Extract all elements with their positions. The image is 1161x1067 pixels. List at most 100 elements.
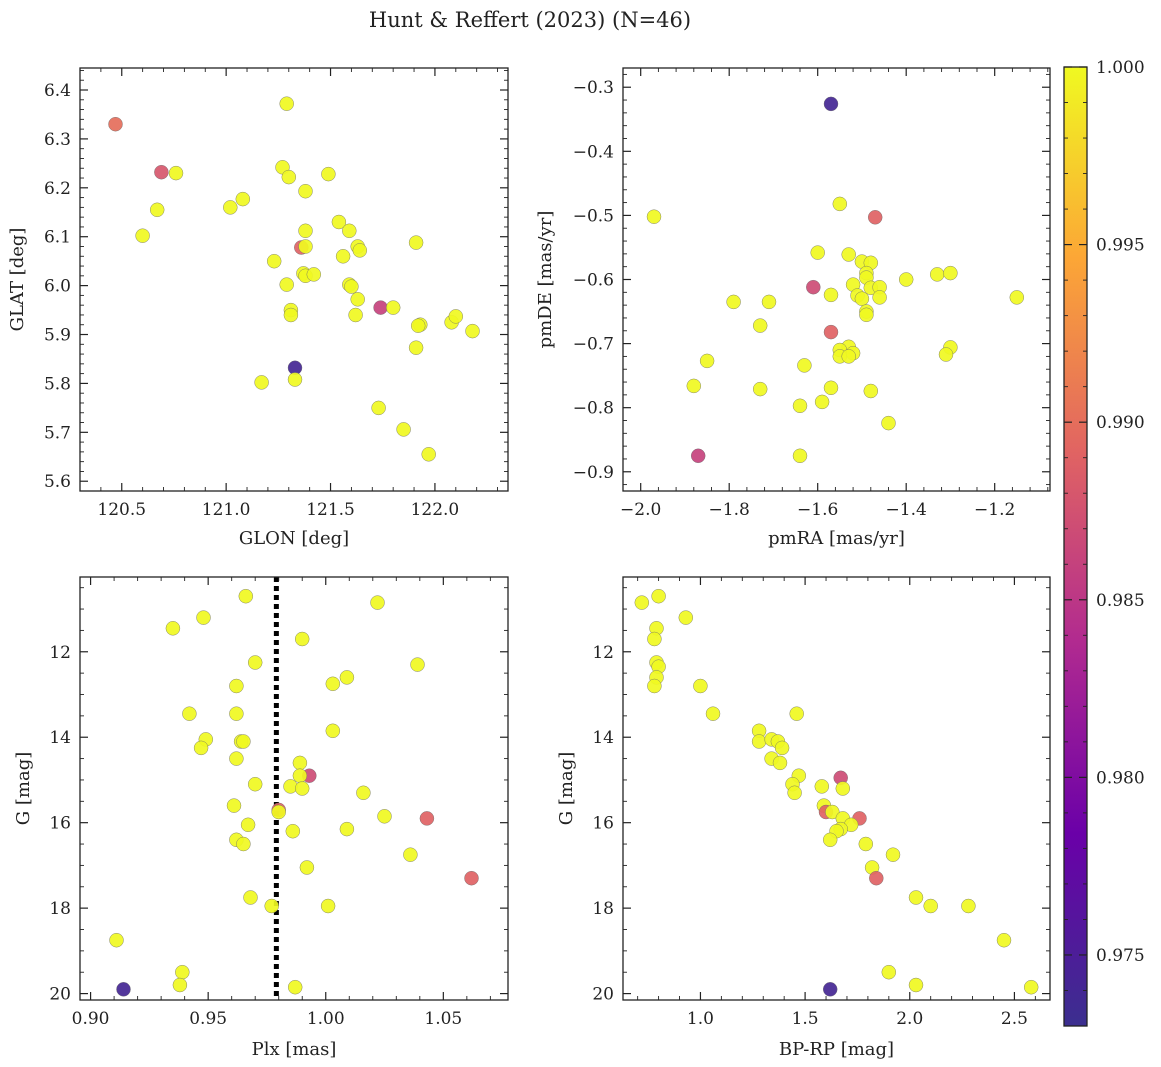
panel-glon-glat-point xyxy=(254,375,269,390)
panel-glon-glat-point xyxy=(168,165,184,181)
panel-glon-glat-ytick-label: 5.9 xyxy=(44,326,71,346)
panel-pmra-pmde-point xyxy=(823,380,839,396)
panel-bprp-g-point xyxy=(825,804,840,820)
panel-pmra-pmde-point xyxy=(823,324,839,340)
panel-plx-g-point xyxy=(292,755,308,771)
panel-plx-g-point xyxy=(419,811,435,826)
figure-title: Hunt & Reffert (2023) (N=46) xyxy=(369,8,691,32)
panel-bprp-g-ytick-label: 18 xyxy=(592,899,614,919)
panel-bprp-g-point xyxy=(789,706,804,721)
panel-plx-g: 0.90 0.95 1.00 1.05 12 14 16 18 20 Plx [mas] G [… xyxy=(13,576,509,1060)
panel-glon-glat-point xyxy=(448,309,464,324)
panel-pmra-pmde-point xyxy=(814,394,830,410)
panel-plx-g-point xyxy=(193,740,209,756)
panel-bprp-g-xtick-label: 2.5 xyxy=(1001,1009,1028,1029)
panel-plx-g-point xyxy=(182,706,197,721)
panel-glon-glat-ytick-label: 6.2 xyxy=(44,179,71,199)
panel-pmra-pmde-point xyxy=(752,381,768,397)
panel-pmra-pmde-point xyxy=(761,294,777,310)
panel-glon-glat-point xyxy=(223,200,238,215)
panel-pmra-pmde-ylabel: pmDE [mas/yr] xyxy=(535,211,556,349)
panel-bprp-g-point xyxy=(693,678,708,694)
panel-bprp-g-point xyxy=(814,779,830,794)
panel-plx-g-point xyxy=(229,706,244,721)
panel-pmra-pmde-ytick-label: −0.6 xyxy=(573,271,614,291)
panel-pmra-pmde-point xyxy=(881,415,896,431)
colorbar-gradient xyxy=(1064,67,1087,1026)
panel-glon-glat-point xyxy=(306,267,322,282)
panel-bprp-g-point xyxy=(835,781,851,796)
panel-bprp-g-point xyxy=(881,964,897,980)
panel-pmra-pmde-frame xyxy=(622,67,1051,492)
panel-bprp-g-xtick-label: 2.0 xyxy=(896,1009,923,1029)
panel-glon-glat-point xyxy=(335,249,351,264)
panel-plx-g-point xyxy=(172,977,188,993)
panel-plx-g-point xyxy=(264,898,279,914)
panel-glon-glat-point xyxy=(331,214,347,230)
panel-plx-g-point xyxy=(294,781,310,796)
panel-pmra-pmde-point xyxy=(859,307,874,323)
panel-pmra-pmde-point xyxy=(867,210,883,225)
panel-glon-glat-point xyxy=(344,279,359,294)
panel-pmra-pmde-point xyxy=(646,209,662,224)
panel-plx-g-ytick-label: 14 xyxy=(49,728,71,748)
panel-plx-g-point xyxy=(339,670,355,685)
panel-bprp-g-point xyxy=(923,898,938,914)
panel-bprp-g-frame xyxy=(622,576,1051,1001)
panel-pmra-pmde-xtick-label: −2.0 xyxy=(620,500,661,520)
panel-glon-glat-point xyxy=(396,422,411,437)
panel-pmra-pmde-point xyxy=(823,96,839,112)
colorbar-tick-label: 0.980 xyxy=(1096,768,1145,788)
panel-plx-g-point xyxy=(464,870,479,886)
panel-plx-g-point xyxy=(325,723,341,739)
panel-glon-glat-point xyxy=(352,243,368,258)
panel-plx-g-point xyxy=(236,836,251,852)
panel-glon-glat-point xyxy=(281,169,297,185)
panel-glon-glat-frame xyxy=(79,67,509,492)
panel-glon-glat-point xyxy=(108,116,123,132)
panel-plx-g-point xyxy=(109,932,124,948)
panel-plx-g-ytick-label: 12 xyxy=(49,643,71,663)
panel-glon-glat-point xyxy=(371,400,386,416)
panel-plx-g-point xyxy=(339,821,355,837)
panel-pmra-pmde-point xyxy=(854,291,870,306)
panel-glon-glat-point xyxy=(408,340,424,355)
panel-glon-glat-point xyxy=(135,228,150,243)
panel-plx-g-point xyxy=(403,847,418,862)
panel-plx-g-point xyxy=(226,798,242,813)
panel-plx-g-point xyxy=(247,655,263,670)
panel-plx-g-ytick-label: 18 xyxy=(49,899,71,919)
panel-pmra-pmde-point xyxy=(797,358,812,373)
panel-plx-g-point xyxy=(247,776,263,792)
panel-glon-glat-ytick-label: 5.6 xyxy=(44,472,71,492)
panel-pmra-pmde-point xyxy=(929,267,945,282)
panel-pmra-pmde-marks: −2.0 −1.8 −1.6 −1.4 −1.2 −0.9 −0.8 −0.7 −0.6 −0.5… xyxy=(573,68,1050,520)
panel-bprp-g-point xyxy=(647,631,662,647)
panel-plx-g-point xyxy=(285,823,301,839)
panel-pmra-pmde-point xyxy=(699,353,715,369)
panel-pmra-pmde-point xyxy=(752,318,768,333)
panel-plx-g-point xyxy=(229,678,244,694)
panel-pmra-pmde-point xyxy=(792,448,808,464)
panel-glon-glat-point xyxy=(465,323,480,339)
panel-glon-glat-point xyxy=(298,239,313,254)
panel-bprp-g-point xyxy=(822,982,838,997)
panel-glon-glat-ytick-label: 6.3 xyxy=(44,130,71,150)
panel-bprp-g-point xyxy=(787,785,802,801)
panel-pmra-pmde-point xyxy=(832,196,848,212)
panel-bprp-g-point xyxy=(996,932,1012,948)
panel-glon-glat-xtick-label: 120.5 xyxy=(97,500,146,520)
panel-glon-glat-point xyxy=(298,183,313,199)
panel-pmra-pmde-point xyxy=(872,290,887,305)
panel-plx-g-point xyxy=(175,964,190,980)
panel-bprp-g-point xyxy=(774,740,790,756)
colorbar-tick-label: 0.995 xyxy=(1096,236,1145,256)
panel-glon-glat-point xyxy=(421,447,436,462)
panel-plx-g-xtick-label: 1.05 xyxy=(424,1009,462,1029)
panel-bprp-g-point xyxy=(634,595,650,610)
panel-pmra-pmde-xtick-label: −1.6 xyxy=(797,500,838,520)
panel-pmra-pmde-ytick-label: −0.7 xyxy=(573,335,614,355)
panel-pmra-pmde-xlabel: pmRA [mas/yr] xyxy=(768,528,905,549)
panel-plx-g-point xyxy=(165,621,181,636)
